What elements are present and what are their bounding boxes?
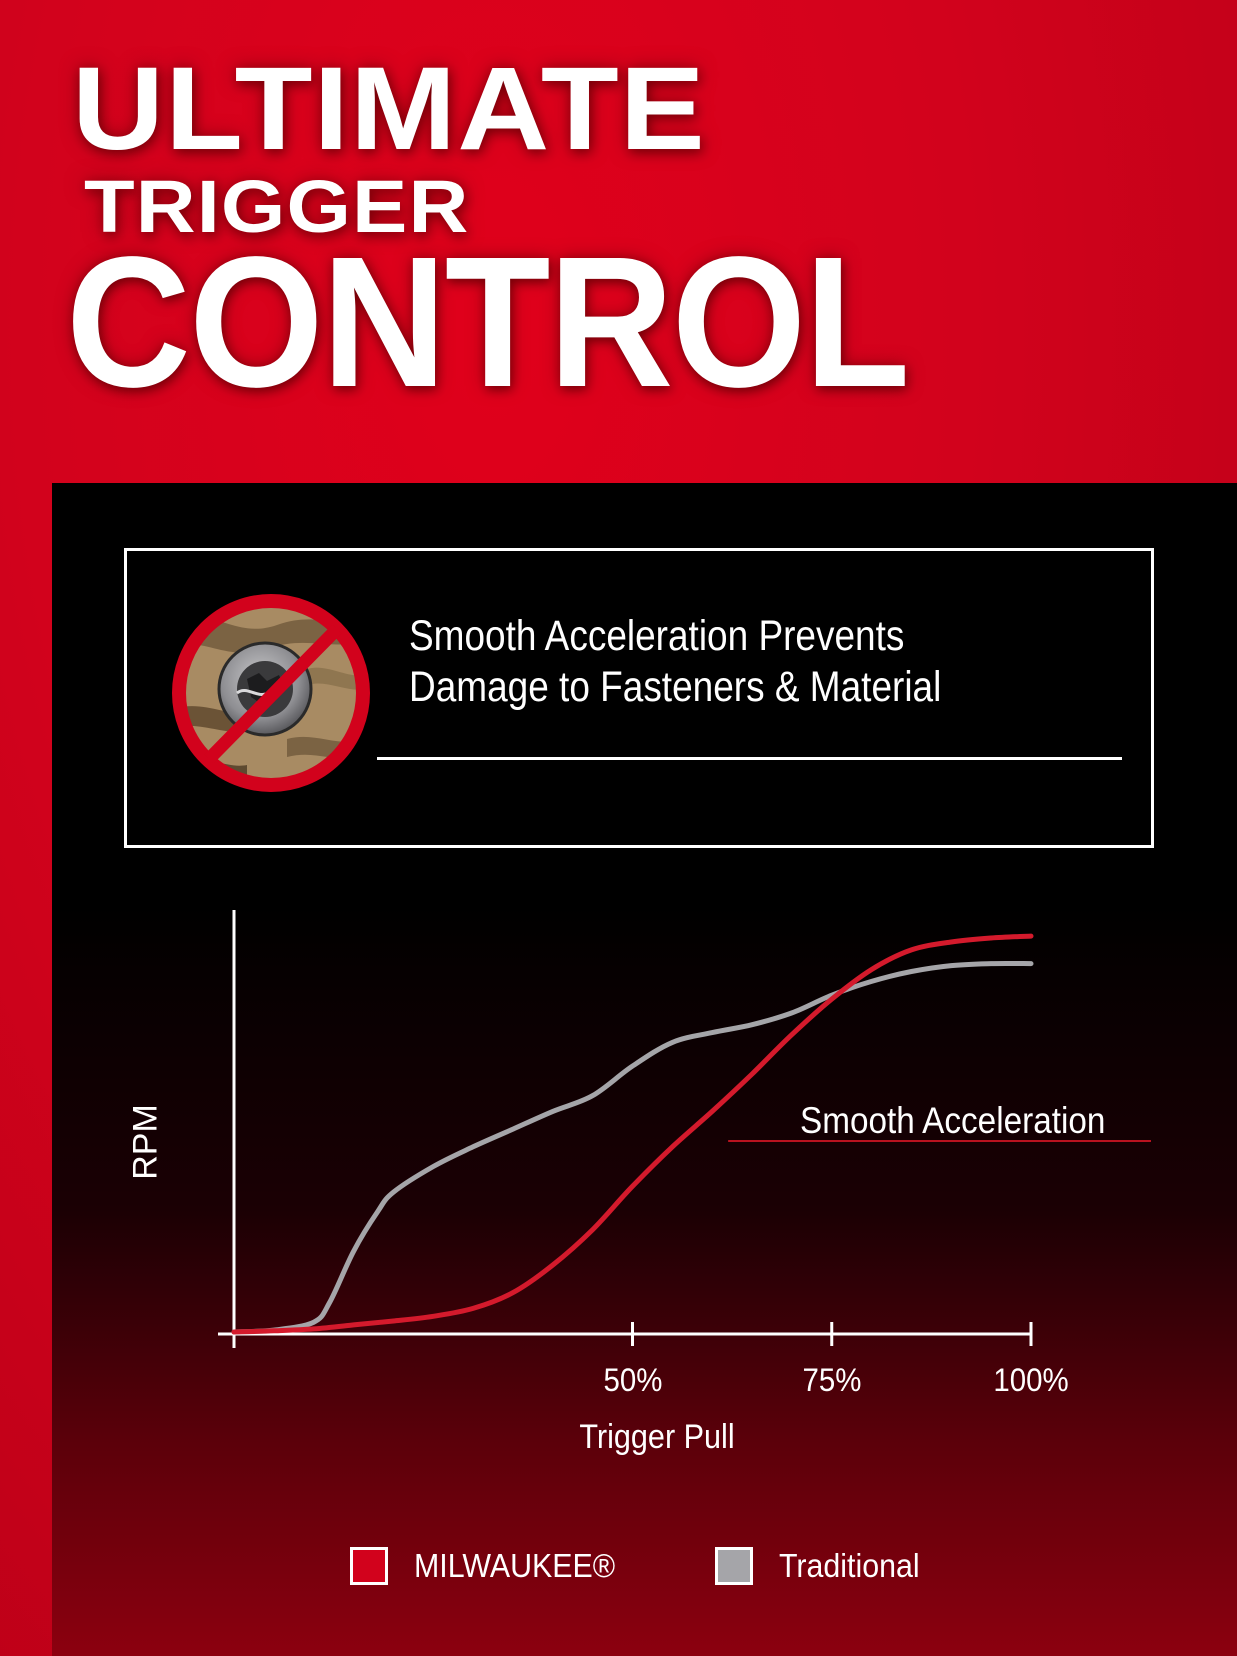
legend-label-traditional: Traditional <box>779 1547 920 1584</box>
no-damaged-screw-icon <box>172 594 370 792</box>
x-axis-title: Trigger Pull <box>579 1418 735 1456</box>
legend-swatch-milwaukee <box>350 1547 388 1585</box>
x-tick-label-75: 75% <box>802 1362 862 1398</box>
headline-line-3: CONTROL <box>66 219 910 426</box>
headline-line-2: TRIGGER <box>84 165 470 248</box>
x-tick-label-100: 100% <box>993 1362 1069 1398</box>
legend-item-milwaukee: MILWAUKEE® <box>350 1544 633 1588</box>
chart-panel: Smooth Acceleration Prevents Damage to F… <box>52 483 1237 1656</box>
callout-line-1: Smooth Acceleration Prevents <box>409 612 905 660</box>
callout-line-2: Damage to Fasteners & Material <box>409 663 942 711</box>
series-traditional-line <box>231 960 1034 1335</box>
x-ticks <box>232 1322 1033 1348</box>
callout-text: Smooth Acceleration Prevents Damage to F… <box>409 611 941 713</box>
legend-item-traditional: Traditional <box>715 1544 932 1588</box>
legend: MILWAUKEE® Traditional <box>0 1530 1237 1600</box>
legend-label-milwaukee: MILWAUKEE® <box>414 1547 616 1584</box>
series-milwaukee-line <box>231 933 1034 1335</box>
callout-box: Smooth Acceleration Prevents Damage to F… <box>124 548 1154 848</box>
headline-line-1: ULTIMATE <box>72 43 706 175</box>
legend-swatch-traditional <box>715 1547 753 1585</box>
annotation-smooth-acceleration: Smooth Acceleration <box>800 1100 1106 1141</box>
x-tick-label-50: 50% <box>603 1362 662 1398</box>
callout-rule <box>377 757 1122 760</box>
y-axis-title: RPM <box>126 1104 165 1180</box>
headline: ULTIMATE TRIGGER CONTROL <box>0 0 1237 470</box>
